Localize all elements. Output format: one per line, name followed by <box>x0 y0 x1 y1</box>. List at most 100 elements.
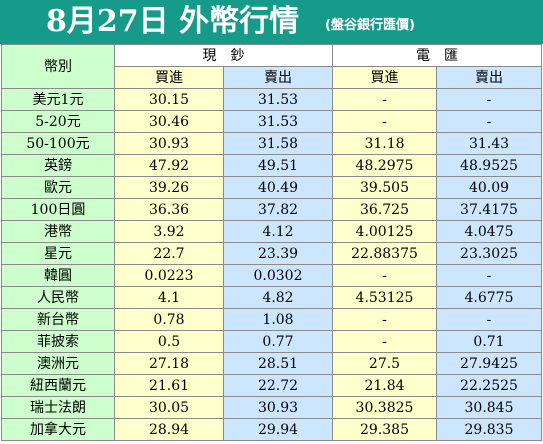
cash-buy-rate: 30.15 <box>114 88 224 111</box>
currency-name: 瑞士法朗 <box>1 396 115 419</box>
tt-sell-rate: 4.6775 <box>436 286 542 309</box>
cash-sell-rate: 40.49 <box>223 176 333 199</box>
currency-name: 澳洲元 <box>1 352 115 375</box>
tt-buy-rate: - <box>332 330 437 353</box>
header-cash-sell: 賣出 <box>223 66 333 89</box>
tt-sell-rate: 48.9525 <box>436 154 542 177</box>
cash-buy-rate: 0.78 <box>114 308 224 331</box>
table-row: 港幣 3.92 4.12 4.00125 4.0475 <box>1 220 542 243</box>
currency-name: 人民幣 <box>1 286 115 309</box>
tt-sell-rate: 27.9425 <box>436 352 542 375</box>
cash-sell-rate: 4.82 <box>223 286 333 309</box>
tt-sell-rate: - <box>436 110 542 133</box>
currency-name: 韓圓 <box>1 264 115 287</box>
table-row: 菲披索 0.5 0.77 - 0.71 <box>1 330 542 353</box>
cash-buy-rate: 36.36 <box>114 198 224 221</box>
cash-buy-rate: 47.92 <box>114 154 224 177</box>
currency-name: 紐西蘭元 <box>1 374 115 397</box>
tt-buy-rate: - <box>332 264 437 287</box>
cash-buy-rate: 28.94 <box>114 418 224 441</box>
tt-sell-rate: 23.3025 <box>436 242 542 265</box>
cash-sell-rate: 0.0302 <box>223 264 333 287</box>
tt-sell-rate: 30.845 <box>436 396 542 419</box>
tt-buy-rate: 29.385 <box>332 418 437 441</box>
tt-buy-rate: 39.505 <box>332 176 437 199</box>
tt-buy-rate: 36.725 <box>332 198 437 221</box>
header-currency: 幣別 <box>1 44 115 89</box>
tt-buy-rate: 22.88375 <box>332 242 437 265</box>
cash-buy-rate: 21.61 <box>114 374 224 397</box>
cash-buy-rate: 30.93 <box>114 132 224 155</box>
tt-sell-rate: 0.71 <box>436 330 542 353</box>
cash-sell-rate: 37.82 <box>223 198 333 221</box>
currency-name: 星元 <box>1 242 115 265</box>
header-tt-sell: 賣出 <box>436 66 542 89</box>
currency-name: 加拿大元 <box>1 418 115 441</box>
tt-sell-rate: 31.43 <box>436 132 542 155</box>
cash-sell-rate: 30.93 <box>223 396 333 419</box>
cash-sell-rate: 1.08 <box>223 308 333 331</box>
currency-name: 新台幣 <box>1 308 115 331</box>
currency-name: 50-100元 <box>1 132 115 155</box>
cash-sell-rate: 31.53 <box>223 88 333 111</box>
currency-name: 100日圓 <box>1 198 115 221</box>
currency-name: 歐元 <box>1 176 115 199</box>
tt-buy-rate: - <box>332 88 437 111</box>
tt-buy-rate: 48.2975 <box>332 154 437 177</box>
currency-name: 港幣 <box>1 220 115 243</box>
title-bar: 8月27日 外幣行情 (盤谷銀行匯價) <box>0 0 543 44</box>
table-row: 歐元 39.26 40.49 39.505 40.09 <box>1 176 542 199</box>
currency-name: 英鎊 <box>1 154 115 177</box>
tt-buy-rate: 31.18 <box>332 132 437 155</box>
table-row: 新台幣 0.78 1.08 - - <box>1 308 542 331</box>
page-subtitle: (盤谷銀行匯價) <box>325 18 415 33</box>
cash-buy-rate: 39.26 <box>114 176 224 199</box>
cash-buy-rate: 0.0223 <box>114 264 224 287</box>
tt-buy-rate: 4.00125 <box>332 220 437 243</box>
cash-buy-rate: 0.5 <box>114 330 224 353</box>
cash-buy-rate: 22.7 <box>114 242 224 265</box>
currency-name: 菲披索 <box>1 330 115 353</box>
cash-buy-rate: 30.05 <box>114 396 224 419</box>
tt-sell-rate: 37.4175 <box>436 198 542 221</box>
tt-sell-rate: 40.09 <box>436 176 542 199</box>
cash-sell-rate: 28.51 <box>223 352 333 375</box>
tt-buy-rate: 30.3825 <box>332 396 437 419</box>
tt-sell-rate: - <box>436 308 542 331</box>
tt-buy-rate: 21.84 <box>332 374 437 397</box>
tt-buy-rate: 27.5 <box>332 352 437 375</box>
tt-sell-rate: - <box>436 264 542 287</box>
currency-name: 5-20元 <box>1 110 115 133</box>
table-row: 人民幣 4.1 4.82 4.53125 4.6775 <box>1 286 542 309</box>
cash-buy-rate: 4.1 <box>114 286 224 309</box>
table-row: 加拿大元 28.94 29.94 29.385 29.835 <box>1 418 542 441</box>
cash-sell-rate: 29.94 <box>223 418 333 441</box>
tt-buy-rate: 4.53125 <box>332 286 437 309</box>
cash-sell-rate: 49.51 <box>223 154 333 177</box>
tt-sell-rate: 22.2525 <box>436 374 542 397</box>
header-cash-buy: 買進 <box>114 66 224 89</box>
header-telegraphic: 電 匯 <box>332 44 542 67</box>
table-row: 紐西蘭元 21.61 22.72 21.84 22.2525 <box>1 374 542 397</box>
table-row: 5-20元 30.46 31.53 - - <box>1 110 542 133</box>
tt-buy-rate: - <box>332 308 437 331</box>
table-row: 50-100元 30.93 31.58 31.18 31.43 <box>1 132 542 155</box>
cash-sell-rate: 31.53 <box>223 110 333 133</box>
cash-sell-rate: 4.12 <box>223 220 333 243</box>
cash-buy-rate: 27.18 <box>114 352 224 375</box>
header-tt-buy: 買進 <box>332 66 437 89</box>
cash-sell-rate: 0.77 <box>223 330 333 353</box>
currency-name: 美元1元 <box>1 88 115 111</box>
cash-buy-rate: 3.92 <box>114 220 224 243</box>
header-cash: 現 鈔 <box>114 44 333 67</box>
cash-sell-rate: 31.58 <box>223 132 333 155</box>
table-row: 星元 22.7 23.39 22.88375 23.3025 <box>1 242 542 265</box>
table-row: 瑞士法朗 30.05 30.93 30.3825 30.845 <box>1 396 542 419</box>
tt-sell-rate: - <box>436 88 542 111</box>
cash-sell-rate: 22.72 <box>223 374 333 397</box>
cash-buy-rate: 30.46 <box>114 110 224 133</box>
table-row: 澳洲元 27.18 28.51 27.5 27.9425 <box>1 352 542 375</box>
table-row: 美元1元 30.15 31.53 - - <box>1 88 542 111</box>
tt-sell-rate: 29.835 <box>436 418 542 441</box>
